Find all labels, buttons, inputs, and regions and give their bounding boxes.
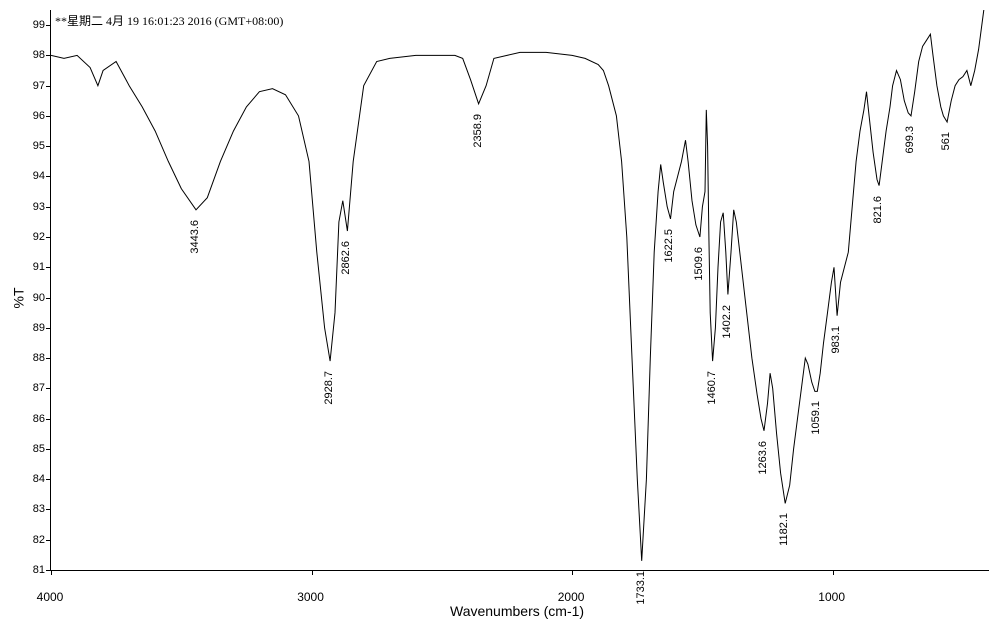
x-tick-label: 4000 xyxy=(37,590,64,604)
x-tick-mark xyxy=(833,570,834,575)
peak-label: 1182.1 xyxy=(778,513,790,546)
y-tick-label: 94 xyxy=(25,170,45,182)
y-tick-label: 82 xyxy=(25,534,45,546)
y-tick-mark xyxy=(46,86,51,87)
y-tick-mark xyxy=(46,146,51,147)
y-tick-label: 87 xyxy=(25,382,45,394)
y-tick-label: 86 xyxy=(25,413,45,425)
peak-label: 2928.7 xyxy=(323,371,335,405)
x-tick-mark xyxy=(51,570,52,575)
y-tick-mark xyxy=(46,388,51,389)
peak-label: 1622.5 xyxy=(663,229,675,263)
peak-label: 561 xyxy=(940,132,952,150)
x-axis-label: Wavenumbers (cm-1) xyxy=(450,603,584,619)
peak-label: 699.3 xyxy=(904,126,916,154)
y-tick-mark xyxy=(46,479,51,480)
y-tick-mark xyxy=(46,298,51,299)
x-tick-mark xyxy=(572,570,573,575)
peak-label: 3443.6 xyxy=(189,220,201,254)
peak-label: 1509.6 xyxy=(693,247,705,281)
peak-label: 983.1 xyxy=(830,326,842,354)
spectrum-line xyxy=(51,10,989,570)
x-tick-label: 3000 xyxy=(297,590,324,604)
y-tick-label: 88 xyxy=(25,352,45,364)
y-tick-mark xyxy=(46,509,51,510)
y-tick-mark xyxy=(46,540,51,541)
y-tick-label: 84 xyxy=(25,473,45,485)
peak-label: 2862.6 xyxy=(340,241,352,275)
peak-label: 1263.6 xyxy=(757,441,769,475)
peak-label: 821.6 xyxy=(872,196,884,224)
y-tick-label: 81 xyxy=(25,564,45,576)
x-tick-label: 1000 xyxy=(818,590,845,604)
y-tick-mark xyxy=(46,25,51,26)
x-tick-mark xyxy=(312,570,313,575)
peak-label: 1733.1 xyxy=(635,571,647,605)
y-tick-mark xyxy=(46,267,51,268)
y-tick-mark xyxy=(46,176,51,177)
y-tick-label: 99 xyxy=(25,19,45,31)
y-tick-label: 92 xyxy=(25,231,45,243)
peak-label: 2358.9 xyxy=(472,114,484,148)
y-tick-mark xyxy=(46,328,51,329)
y-tick-mark xyxy=(46,449,51,450)
y-tick-mark xyxy=(46,207,51,208)
y-tick-label: 95 xyxy=(25,140,45,152)
y-tick-label: 90 xyxy=(25,292,45,304)
y-tick-label: 98 xyxy=(25,49,45,61)
peak-label: 1402.2 xyxy=(721,305,733,339)
y-tick-mark xyxy=(46,116,51,117)
y-tick-label: 97 xyxy=(25,80,45,92)
y-tick-label: 83 xyxy=(25,503,45,515)
y-tick-label: 89 xyxy=(25,322,45,334)
y-tick-label: 96 xyxy=(25,110,45,122)
y-tick-mark xyxy=(46,419,51,420)
x-tick-label: 2000 xyxy=(558,590,585,604)
y-tick-mark xyxy=(46,55,51,56)
y-tick-mark xyxy=(46,358,51,359)
y-tick-label: 91 xyxy=(25,261,45,273)
plot-area xyxy=(50,10,989,571)
y-tick-mark xyxy=(46,237,51,238)
y-tick-label: 85 xyxy=(25,443,45,455)
peak-label: 1460.7 xyxy=(706,371,718,405)
y-tick-label: 93 xyxy=(25,201,45,213)
peak-label: 1059.1 xyxy=(810,401,822,435)
